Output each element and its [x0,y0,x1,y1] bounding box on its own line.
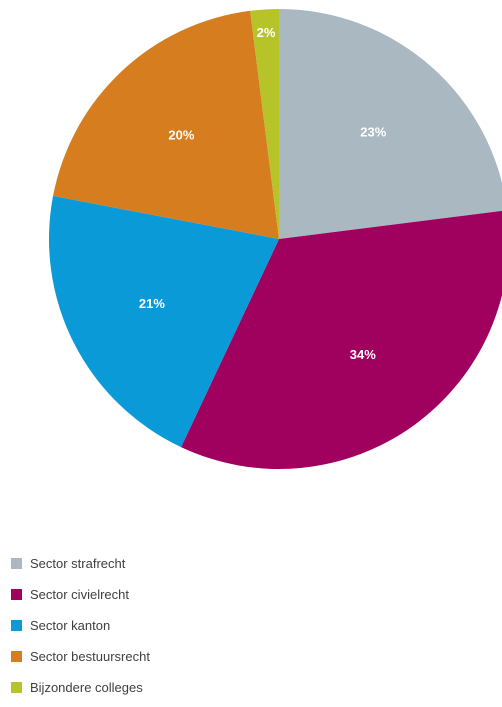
pie-slice-3 [53,10,279,240]
legend-label: Sector kanton [30,617,111,633]
pie-slices [48,8,502,470]
chart-legend: Sector strafrecht Sector civielrecht Secto… [11,552,150,707]
legend-item: Sector civielrecht [11,583,150,605]
legend-item: Sector kanton [11,614,150,636]
legend-item: Sector strafrecht [11,552,150,574]
pie-data-label-0: 23% [360,125,386,140]
legend-label: Sector strafrecht [30,555,126,571]
legend-label: Bijzondere colleges [30,679,143,695]
pie-chart: 23% 34% 21% 20% 2% [48,8,502,470]
pie-data-label-2: 21% [139,296,165,311]
pie-data-labels: 23% 34% 21% 20% 2% [139,25,387,362]
pie-slice-0 [279,9,502,239]
legend-swatch [11,681,22,693]
legend-label: Sector bestuursrecht [30,648,150,664]
legend-swatch [11,588,22,600]
legend-swatch [11,619,22,631]
pie-slice-2 [48,195,280,448]
pie-slice-4 [250,8,279,239]
legend-item: Sector bestuursrecht [11,645,150,667]
pie-slice-1 [181,210,502,470]
pie-data-label-4: 2% [257,25,276,40]
legend-swatch [11,557,22,569]
pie-data-label-1: 34% [350,347,376,362]
legend-item: Bijzondere colleges [11,676,150,698]
legend-label: Sector civielrecht [30,586,129,602]
pie-data-label-3: 20% [168,128,194,143]
legend-swatch [11,650,22,662]
